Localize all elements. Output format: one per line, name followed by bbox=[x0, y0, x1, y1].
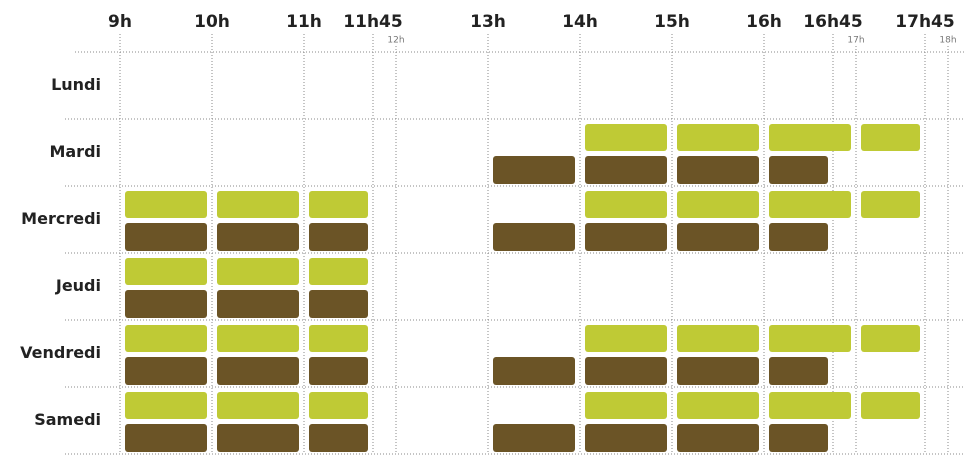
slot-top bbox=[677, 124, 759, 151]
time-label: 16h45 bbox=[803, 12, 862, 32]
slot-top bbox=[861, 325, 920, 352]
slot-bottom bbox=[309, 223, 368, 251]
slot-top bbox=[309, 258, 368, 285]
time-label: 11h bbox=[286, 12, 322, 32]
minor-time-label: 17h bbox=[847, 36, 864, 46]
slot-bottom bbox=[217, 424, 299, 452]
day-label: Samedi bbox=[34, 410, 101, 429]
slot-top bbox=[861, 191, 920, 218]
slot-bottom bbox=[585, 223, 667, 251]
slot-bottom bbox=[769, 357, 828, 385]
slot-top bbox=[677, 191, 759, 218]
slot-bottom bbox=[585, 357, 667, 385]
time-label: 10h bbox=[194, 12, 230, 32]
slot-bottom bbox=[677, 223, 759, 251]
day-label: Vendredi bbox=[20, 343, 101, 362]
day-label: Jeudi bbox=[55, 276, 101, 295]
slot-top bbox=[217, 258, 299, 285]
time-label: 13h bbox=[470, 12, 506, 32]
day-label: Mercredi bbox=[21, 209, 101, 228]
slot-top bbox=[125, 191, 207, 218]
slot-bottom bbox=[309, 290, 368, 318]
time-label: 14h bbox=[562, 12, 598, 32]
time-label: 15h bbox=[654, 12, 690, 32]
slot-top bbox=[861, 392, 920, 419]
slot-bottom bbox=[217, 357, 299, 385]
time-label: 9h bbox=[108, 12, 132, 32]
time-label: 11h45 bbox=[343, 12, 402, 32]
slot-top bbox=[125, 258, 207, 285]
slot-bottom bbox=[677, 156, 759, 184]
slot-bottom bbox=[769, 156, 828, 184]
slot-bottom bbox=[493, 223, 575, 251]
slot-top bbox=[217, 191, 299, 218]
slot-top bbox=[309, 191, 368, 218]
slot-bottom bbox=[309, 357, 368, 385]
slot-bottom bbox=[217, 290, 299, 318]
slot-bottom bbox=[769, 424, 828, 452]
slot-bottom bbox=[125, 290, 207, 318]
slot-top bbox=[125, 325, 207, 352]
slot-bottom bbox=[309, 424, 368, 452]
time-label: 17h45 bbox=[895, 12, 954, 32]
minor-time-label: 18h bbox=[939, 36, 956, 46]
slot-top bbox=[677, 325, 759, 352]
slot-bottom bbox=[493, 156, 575, 184]
slot-top bbox=[769, 325, 851, 352]
slot-bottom bbox=[217, 223, 299, 251]
slot-bottom bbox=[677, 424, 759, 452]
slot-top bbox=[585, 392, 667, 419]
slot-bottom bbox=[585, 156, 667, 184]
slot-top bbox=[585, 325, 667, 352]
minor-time-label: 12h bbox=[387, 36, 404, 46]
slot-top bbox=[677, 392, 759, 419]
slot-bottom bbox=[125, 357, 207, 385]
slot-bottom bbox=[125, 424, 207, 452]
time-label: 16h bbox=[746, 12, 782, 32]
slot-top bbox=[769, 191, 851, 218]
slot-bottom bbox=[677, 357, 759, 385]
slot-bottom bbox=[585, 424, 667, 452]
slot-top bbox=[217, 392, 299, 419]
day-label: Mardi bbox=[49, 142, 101, 161]
slot-bottom bbox=[493, 424, 575, 452]
slot-top bbox=[585, 124, 667, 151]
slot-top bbox=[217, 325, 299, 352]
slot-top bbox=[769, 124, 851, 151]
slot-bottom bbox=[769, 223, 828, 251]
slot-top bbox=[309, 325, 368, 352]
slot-bottom bbox=[493, 357, 575, 385]
slot-bottom bbox=[125, 223, 207, 251]
slot-top bbox=[861, 124, 920, 151]
slot-top bbox=[309, 392, 368, 419]
slot-top bbox=[585, 191, 667, 218]
slot-top bbox=[769, 392, 851, 419]
slot-top bbox=[125, 392, 207, 419]
day-label: Lundi bbox=[51, 75, 101, 94]
